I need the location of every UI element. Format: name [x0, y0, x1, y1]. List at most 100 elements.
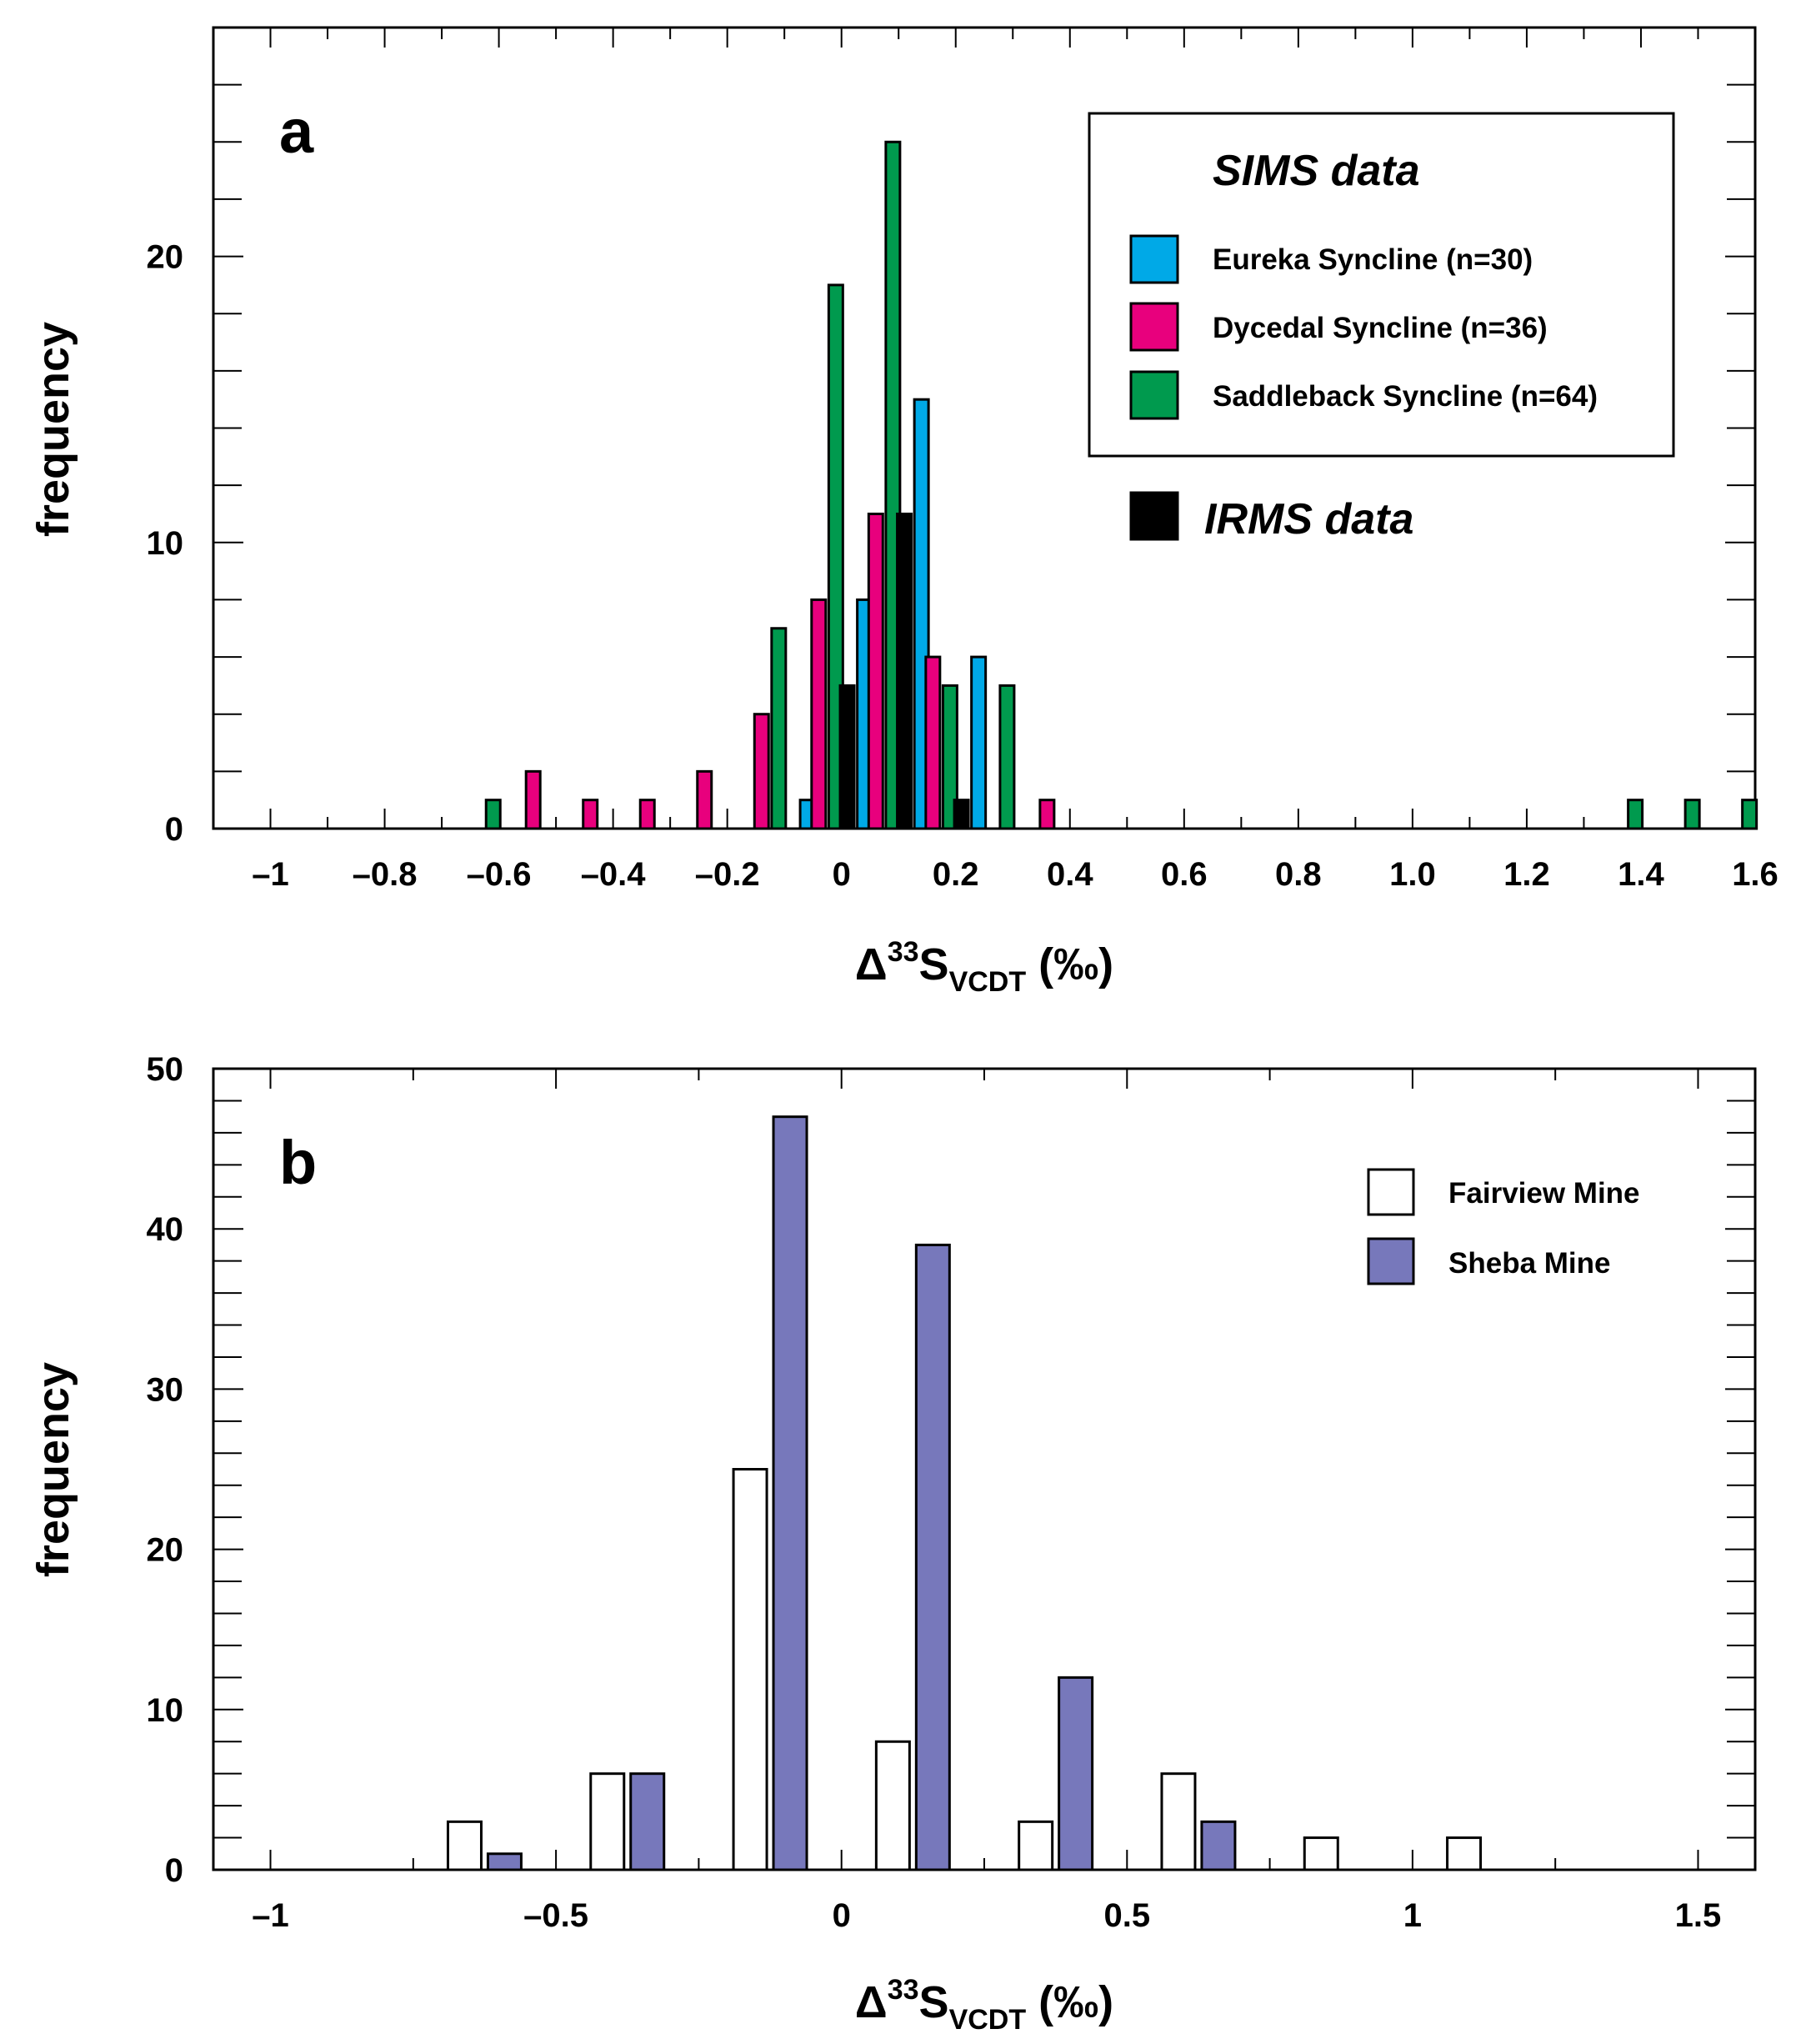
y-tick-labels-b: 0 10 20 30 40 50 [147, 1051, 184, 1889]
bar-b-fairview [874, 1740, 911, 1871]
y-tick-label: 0 [165, 1852, 183, 1889]
x-axis-label-a: Δ33SVCDT (‰) [855, 936, 1113, 998]
x-label-s-a: S [919, 939, 949, 989]
x-tick-label: 1.0 [1389, 856, 1436, 893]
legend-swatch-fairview [1367, 1168, 1415, 1216]
bar-a-dycedal [524, 769, 542, 830]
x-label-sub-b: VCDT [949, 2004, 1027, 2036]
x-tick-label: –1 [252, 856, 289, 893]
legend-b: Fairview Mine Sheba Mine [1367, 1168, 1640, 1285]
y-tick-labels-a: 0 10 20 [147, 239, 184, 848]
y-tick-label: 10 [147, 525, 184, 562]
bars-a [484, 140, 1758, 830]
bar-a-dycedal [638, 799, 656, 830]
bars-b [446, 1115, 1483, 1871]
y-tick-label: 50 [147, 1051, 184, 1088]
panel-b: –1 –0.5 0 0.5 1 1.5 0 10 20 30 40 50 b frequency Δ… [28, 1051, 1757, 2036]
y-tick-label: 0 [165, 811, 183, 848]
legend-a: SIMS data Eureka Syncline (n=30) Dycedal… [1088, 112, 1675, 544]
bar-b-fairview [1018, 1820, 1054, 1871]
bar-a-irms [896, 512, 913, 830]
bar-a-eureka [970, 655, 988, 830]
y-tick-label: 30 [147, 1371, 184, 1408]
bar-a-dycedal [867, 512, 884, 830]
x-tick-label: –0.2 [695, 856, 760, 893]
legend-swatch-eureka [1129, 234, 1179, 284]
bar-a-saddleback [1683, 799, 1701, 830]
x-tick-label: 1 [1403, 1897, 1422, 1934]
bar-b-sheba [914, 1243, 951, 1871]
x-label-sub-a: VCDT [949, 966, 1027, 998]
x-tick-labels-b: –1 –0.5 0 0.5 1 1.5 [252, 1897, 1721, 1934]
y-tick-label: 20 [147, 1532, 184, 1569]
x-label-sup-a: 33 [888, 936, 919, 968]
x-tick-label: 0.5 [1103, 1897, 1150, 1934]
bar-b-sheba [1058, 1676, 1094, 1871]
bar-b-fairview [589, 1772, 626, 1871]
x-label-sup-b: 33 [888, 1974, 919, 2006]
panel-label-b: b [279, 1128, 317, 1197]
bar-b-sheba [629, 1772, 666, 1871]
legend-swatch-sheba [1367, 1237, 1415, 1285]
x-tick-label: 0.4 [1047, 856, 1093, 893]
bar-b-fairview [446, 1820, 483, 1871]
x-tick-label: –1 [252, 1897, 289, 1934]
x-tick-label: –0.6 [467, 856, 532, 893]
x-tick-label: –0.5 [523, 1897, 588, 1934]
x-tick-label: –0.4 [581, 856, 647, 893]
bar-b-fairview [1160, 1772, 1197, 1871]
y-axis-label-b: frequency [28, 1362, 78, 1577]
bar-a-dycedal [1038, 799, 1056, 830]
minor-ticks-b [213, 1068, 1755, 1871]
panel-label-a: a [279, 97, 314, 166]
x-tick-label: 0 [833, 856, 851, 893]
legend-swatch-saddleback [1129, 370, 1179, 420]
x-tick-label: –0.8 [353, 856, 418, 893]
bar-a-saddleback [941, 684, 958, 830]
x-tick-label: 1.2 [1503, 856, 1550, 893]
y-axis-label-a: frequency [28, 322, 78, 537]
bar-a-dycedal [753, 713, 770, 830]
legend-label-sheba: Sheba Mine [1448, 1247, 1610, 1280]
bar-b-sheba [486, 1852, 523, 1871]
x-label-unit-a: (‰) [1026, 939, 1113, 989]
y-tick-label: 10 [147, 1692, 184, 1729]
x-tick-label: 1.4 [1618, 856, 1664, 893]
bar-a-saddleback [1741, 799, 1758, 830]
x-tick-label: 0.2 [933, 856, 979, 893]
bar-a-dycedal [696, 769, 713, 830]
bar-a-saddleback [484, 799, 502, 830]
x-label-delta-b: Δ [855, 1977, 888, 2027]
x-label-delta-a: Δ [855, 939, 888, 989]
bar-a-saddleback [1627, 799, 1644, 830]
bar-a-saddleback [998, 684, 1016, 830]
legend-label-eureka: Eureka Syncline (n=30) [1213, 243, 1533, 276]
x-label-s-b: S [919, 1977, 949, 2027]
bar-b-sheba [1200, 1820, 1237, 1871]
y-tick-label: 20 [147, 239, 184, 276]
legend-label-irms: IRMS data [1204, 495, 1413, 544]
bar-a-saddleback [770, 627, 788, 830]
bar-a-dycedal [582, 799, 599, 830]
legend-label-saddleback: Saddleback Syncline (n=64) [1213, 380, 1598, 413]
x-tick-label: 1.5 [1675, 1897, 1722, 1934]
legend-heading-sims: SIMS data [1213, 147, 1420, 195]
bar-a-dycedal [810, 598, 828, 830]
x-axis-label-b: Δ33SVCDT (‰) [855, 1974, 1113, 2036]
x-label-unit-b: (‰) [1026, 1977, 1113, 2027]
bar-b-fairview [1446, 1836, 1483, 1871]
x-tick-labels-a: –1 –0.8 –0.6 –0.4 –0.2 0 0.2 0.4 0.6 0.8 1.0 1.2 1.4… [252, 856, 1778, 893]
bar-b-fairview [732, 1468, 768, 1871]
bar-b-sheba [772, 1115, 808, 1871]
x-tick-label: 1.6 [1732, 856, 1778, 893]
legend-box-a [1088, 112, 1675, 458]
bar-a-irms [838, 684, 856, 830]
x-tick-label: 0.6 [1161, 856, 1208, 893]
x-tick-label: 0 [833, 1897, 851, 1934]
legend-swatch-dycedal [1129, 302, 1179, 352]
bar-a-irms [953, 799, 970, 830]
panel-a: –1 –0.8 –0.6 –0.4 –0.2 0 0.2 0.4 0.6 0.8 1.0 1.2 1.4… [28, 26, 1778, 998]
legend-label-fairview: Fairview Mine [1448, 1177, 1640, 1210]
y-tick-label: 40 [147, 1211, 184, 1248]
